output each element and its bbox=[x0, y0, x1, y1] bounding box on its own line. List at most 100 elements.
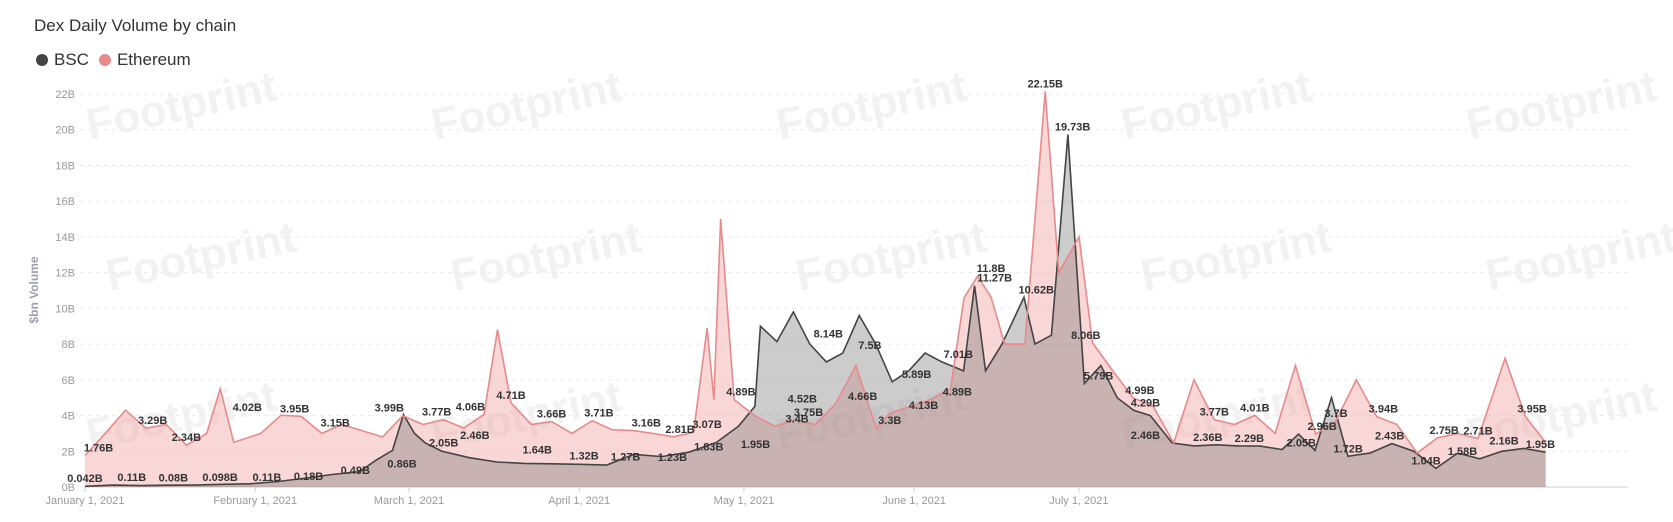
ethereum-data-label: 4.66B bbox=[848, 391, 877, 403]
bsc-data-label: 1.95B bbox=[1526, 439, 1555, 451]
ethereum-data-label: 4.13B bbox=[909, 400, 938, 412]
x-tick-label: March 1, 2021 bbox=[374, 495, 444, 507]
bsc-data-label: 5.89B bbox=[902, 369, 931, 381]
bsc-data-label: 7.01B bbox=[944, 349, 973, 361]
y-tick-label: 2B bbox=[62, 446, 75, 458]
ethereum-data-label: 3.16B bbox=[632, 418, 661, 430]
legend-item-bsc[interactable]: BSC bbox=[36, 50, 89, 70]
x-tick-label: May 1, 2021 bbox=[714, 495, 775, 507]
bsc-line bbox=[84, 134, 1546, 488]
ethereum-data-label: 3.15B bbox=[321, 418, 350, 430]
bsc-data-label: 2.05B bbox=[1287, 437, 1316, 449]
ethereum-data-label: 3.07B bbox=[692, 419, 721, 431]
ethereum-data-label: 3.7B bbox=[1324, 408, 1347, 420]
bsc-data-label: 19.73B bbox=[1055, 122, 1091, 134]
chart-title: Dex Daily Volume by chain bbox=[34, 16, 237, 35]
x-tick-label: July 1, 2021 bbox=[1049, 495, 1108, 507]
watermark-text: Footprint bbox=[446, 212, 645, 300]
ethereum-data-label: 4.99B bbox=[1125, 385, 1154, 397]
ethereum-data-label: 3.66B bbox=[537, 409, 566, 421]
bsc-data-label: 3.4B bbox=[785, 413, 808, 425]
ethereum-data-label: 2.34B bbox=[172, 432, 201, 444]
ethereum-data-label: 1.76B bbox=[84, 443, 113, 455]
ethereum-data-label: 3.71B bbox=[584, 408, 613, 420]
ethereum-data-label: 4.89B bbox=[726, 387, 755, 399]
watermark-text: Footprint bbox=[1481, 212, 1673, 300]
watermark-text: Footprint bbox=[772, 62, 971, 150]
bsc-data-label: 0.042B bbox=[67, 473, 103, 485]
y-tick-label: 4B bbox=[62, 411, 75, 423]
ethereum-data-label: 4.01B bbox=[1240, 402, 1269, 414]
ethereum-data-label: 4.89B bbox=[943, 387, 972, 399]
bsc-data-label: 4.52B bbox=[788, 393, 817, 405]
bsc-data-label: 10.62B bbox=[1018, 284, 1054, 296]
bsc-data-label: 5.79B bbox=[1084, 371, 1113, 383]
ethereum-data-label: 4.06B bbox=[456, 401, 485, 413]
ethereum-data-label: 3.75B bbox=[794, 407, 823, 419]
y-tick-label: 14B bbox=[55, 232, 75, 244]
watermark-text: Footprint bbox=[82, 62, 281, 150]
ethereum-data-label: 3.94B bbox=[1369, 404, 1398, 416]
x-tick-label: April 1, 2021 bbox=[548, 495, 610, 507]
watermark-text: Footprint bbox=[1117, 62, 1316, 150]
bsc-data-label: 2.36B bbox=[1193, 432, 1222, 444]
ethereum-data-label: 3.77B bbox=[1200, 407, 1229, 419]
bsc-data-label: 11.27B bbox=[977, 273, 1012, 285]
legend-swatch-bsc bbox=[36, 54, 48, 66]
bsc-data-label: 1.58B bbox=[1448, 446, 1477, 458]
bsc-data-label: 2.05B bbox=[429, 437, 458, 449]
y-tick-label: 0B bbox=[62, 482, 75, 494]
ethereum-data-label: 2.71B bbox=[1463, 426, 1492, 438]
ethereum-data-label: 2.81B bbox=[665, 424, 694, 436]
ethereum-data-label: 2.75B bbox=[1430, 425, 1459, 437]
bsc-data-label: 2.16B bbox=[1489, 435, 1518, 447]
ethereum-data-label: 3.3B bbox=[878, 415, 901, 427]
bsc-data-label: 2.46B bbox=[1131, 430, 1160, 442]
ethereum-data-label: 22.15B bbox=[1027, 78, 1063, 90]
y-tick-label: 20B bbox=[55, 125, 75, 137]
bsc-data-label: 0.49B bbox=[341, 465, 370, 477]
ethereum-line bbox=[84, 91, 1547, 457]
legend-label-ethereum: Ethereum bbox=[116, 50, 191, 69]
watermark-text: Footprint bbox=[427, 62, 626, 150]
y-axis-label: $bn Volume bbox=[27, 256, 41, 323]
y-tick-label: 6B bbox=[62, 375, 75, 387]
bsc-data-label: 4.29B bbox=[1131, 397, 1160, 409]
y-tick-label: 10B bbox=[55, 303, 75, 315]
ethereum-data-label: 11.8B bbox=[977, 263, 1006, 275]
bsc-data-label: 2.96B bbox=[1307, 421, 1336, 433]
bsc-data-label: 0.11B bbox=[253, 472, 282, 484]
ethereum-data-label: 3.99B bbox=[375, 403, 404, 415]
bsc-data-label: 0.08B bbox=[159, 473, 188, 485]
bsc-data-label: 8.14B bbox=[814, 329, 843, 341]
bsc-data-label: 1.04B bbox=[1411, 455, 1440, 467]
bsc-data-label: 1.27B bbox=[611, 451, 640, 463]
bsc-data-label: 1.72B bbox=[1333, 443, 1362, 455]
ethereum-area bbox=[85, 91, 1546, 487]
watermark-text: Footprint bbox=[1462, 62, 1661, 150]
bsc-data-label: 2.46B bbox=[460, 430, 489, 442]
ethereum-data-label: 4.71B bbox=[496, 390, 525, 402]
legend-item-ethereum[interactable]: Ethereum bbox=[98, 50, 191, 70]
watermark-text: Footprint bbox=[101, 212, 300, 300]
legend-label-bsc: BSC bbox=[54, 50, 89, 69]
bsc-data-label: 2.29B bbox=[1235, 433, 1264, 445]
ethereum-data-label: 3.95B bbox=[280, 403, 309, 415]
ethereum-data-label: 3.95B bbox=[1517, 403, 1546, 415]
bsc-data-label: 1.23B bbox=[658, 452, 687, 464]
bsc-area bbox=[85, 134, 1546, 487]
bsc-data-label: 0.18B bbox=[294, 471, 323, 483]
x-tick-label: February 1, 2021 bbox=[213, 495, 297, 507]
x-tick-label: January 1, 2021 bbox=[46, 495, 125, 507]
bsc-data-label: 0.098B bbox=[202, 472, 238, 484]
bsc-data-label: 1.95B bbox=[741, 439, 770, 451]
bsc-data-label: 1.32B bbox=[569, 450, 598, 462]
y-tick-label: 8B bbox=[62, 339, 75, 351]
ethereum-data-label: 8.06B bbox=[1071, 330, 1100, 342]
y-tick-label: 22B bbox=[55, 89, 75, 101]
legend: BSC Ethereum bbox=[36, 50, 191, 70]
y-tick-label: 18B bbox=[55, 160, 75, 172]
ethereum-data-label: 3.77B bbox=[422, 407, 451, 419]
y-tick-label: 12B bbox=[55, 268, 75, 280]
